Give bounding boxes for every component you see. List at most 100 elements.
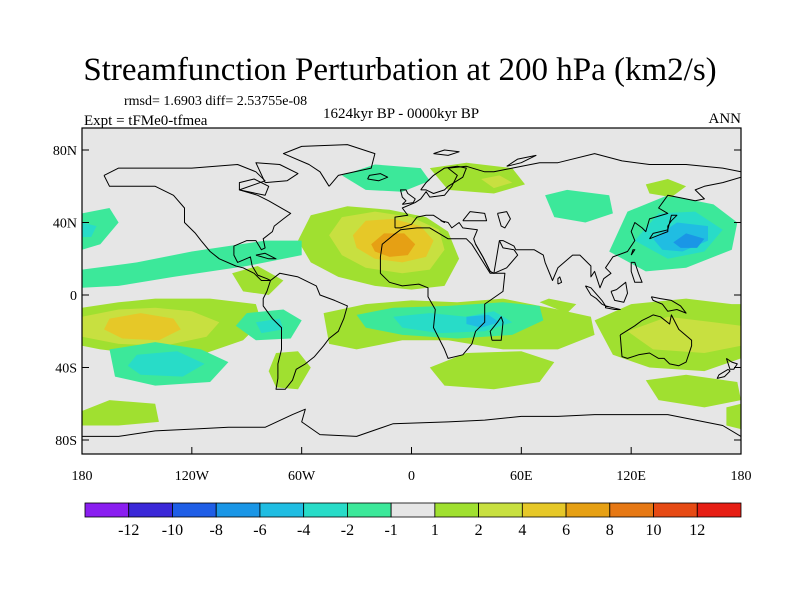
coastline-eurasia xyxy=(394,153,741,289)
colorbar-swatch xyxy=(84,502,130,518)
lat-tick-label: 80S xyxy=(55,434,77,449)
colorbar-swatch xyxy=(609,502,654,518)
colorbar-label: 10 xyxy=(646,522,662,539)
colorbar-label: 8 xyxy=(606,522,614,539)
north-pacific-low xyxy=(609,195,738,272)
south-atlantic-high-level-0 xyxy=(268,351,311,390)
central-asia-low xyxy=(545,189,613,223)
coastline-taiwan xyxy=(630,249,636,256)
map-title: Streamfunction Perturbation at 200 hPa (… xyxy=(83,52,717,88)
central-america-high xyxy=(232,266,284,295)
colorbar-swatch xyxy=(521,502,567,518)
siberia-high-level-0 xyxy=(645,179,687,198)
coastline-greenland xyxy=(282,144,376,187)
coastline-australia xyxy=(619,314,693,367)
colorbar-label: -10 xyxy=(162,522,183,539)
colorbar-label: -1 xyxy=(384,522,397,539)
colorbar-swatch xyxy=(303,502,348,518)
coastline-arabia xyxy=(475,240,519,274)
coastline-hudson-bay xyxy=(238,178,270,196)
coastline-cuba xyxy=(255,252,277,260)
coastline-new-zealand-south xyxy=(716,368,731,379)
coastline-novaya-zemlya xyxy=(506,154,537,167)
colorbar-label: -12 xyxy=(118,522,139,539)
experiment-label: Expt = tFMe0-tfmea xyxy=(84,113,208,129)
colorbar-swatch xyxy=(696,502,742,518)
colorbar-swatch xyxy=(128,502,173,518)
central-america-high-level-0 xyxy=(232,266,284,295)
season-label: ANN xyxy=(708,111,742,127)
coastline-africa xyxy=(379,227,506,359)
lon-tick-label: 60E xyxy=(510,469,533,484)
colorbar-swatch xyxy=(259,502,305,518)
coastline-scandinavia xyxy=(420,165,467,194)
colorbar-label: -6 xyxy=(253,522,266,539)
period-label: 1624kyr BP - 0000kyr BP xyxy=(323,106,480,122)
lon-tick-label: 0 xyxy=(408,469,415,484)
coastline-south-america xyxy=(262,272,348,390)
coastline-north-america xyxy=(103,164,292,281)
antarctic-high-west xyxy=(82,400,159,426)
colorbar-swatch xyxy=(346,502,392,518)
coastline-new-zealand xyxy=(725,357,738,370)
lat-tick-label: 80N xyxy=(53,144,77,159)
colorbar-swatch xyxy=(390,502,436,518)
south-atlantic-low xyxy=(356,302,544,339)
lat-tick-label: 0 xyxy=(70,289,77,304)
lat-tick-label: 40N xyxy=(53,217,77,232)
colorbar-label: -8 xyxy=(210,522,223,539)
coastline-java xyxy=(605,305,621,310)
central-asia-low-level-0 xyxy=(545,189,613,223)
east-pacific-north-low-level-1 xyxy=(82,222,97,237)
coastline-borneo xyxy=(610,281,628,303)
south-atlantic-low-level-2 xyxy=(466,314,500,328)
east-pacific-north-low-level-0 xyxy=(82,208,119,250)
south-pacific-low-level-1 xyxy=(127,351,205,377)
tropical-atlantic-band xyxy=(82,240,302,288)
east-pacific-south-high-level-0 xyxy=(726,403,741,430)
tropical-atlantic-band-level-0 xyxy=(82,240,302,288)
east-asia-high xyxy=(539,298,577,314)
antarctic-high-east xyxy=(645,374,741,408)
colorbar-label: -4 xyxy=(297,522,310,539)
coastline-antarctica xyxy=(82,408,741,437)
central-pacific-south-high-level-2 xyxy=(104,313,181,341)
colorbar-swatch xyxy=(172,502,217,518)
colorbar-swatch xyxy=(434,502,480,518)
coastline-iceland xyxy=(367,173,389,182)
coastline-philippines xyxy=(630,261,643,283)
lon-tick-label: 120E xyxy=(616,469,646,484)
colorbar-label: 12 xyxy=(689,522,705,539)
coastline-madagascar xyxy=(489,316,504,341)
lon-tick-label: 60W xyxy=(288,469,316,484)
south-atlantic-high xyxy=(268,351,311,390)
lon-tick-label: 120W xyxy=(175,469,210,484)
east-pacific-north-low xyxy=(82,208,119,250)
antarctic-high-east-level-0 xyxy=(645,374,741,408)
north-africa-high-level-3 xyxy=(371,233,416,257)
north-pacific-low-level-3 xyxy=(673,233,705,248)
east-pacific-south-high xyxy=(726,403,741,430)
colorbar-label: 4 xyxy=(518,522,526,539)
coastline-baffin xyxy=(255,162,299,184)
colorbar-swatch xyxy=(653,502,698,518)
contour-fills xyxy=(82,162,741,430)
coastline-caspian xyxy=(497,211,511,229)
west-pacific-south-high xyxy=(594,298,741,372)
coastline-new-guinea xyxy=(650,296,687,314)
north-africa-high xyxy=(298,206,460,290)
coastline-japan xyxy=(649,214,678,240)
colorbar-label: -2 xyxy=(341,522,354,539)
colorbar-label: 6 xyxy=(562,522,570,539)
colorbar-swatch xyxy=(215,502,261,518)
siberia-high xyxy=(645,179,687,198)
colorbar-swatch xyxy=(565,502,611,518)
coastline-black-sea xyxy=(462,211,488,222)
east-asia-high-level-0 xyxy=(539,298,577,314)
colorbar-label: 1 xyxy=(431,522,439,539)
antarctic-high-west-level-0 xyxy=(82,400,159,426)
colorbar: -12 -10 -8 -6 -4 -2 -1 1 2 4 6 8 10 12 xyxy=(84,502,742,539)
lat-tick-label: 40S xyxy=(55,362,77,377)
map-area xyxy=(82,128,741,454)
